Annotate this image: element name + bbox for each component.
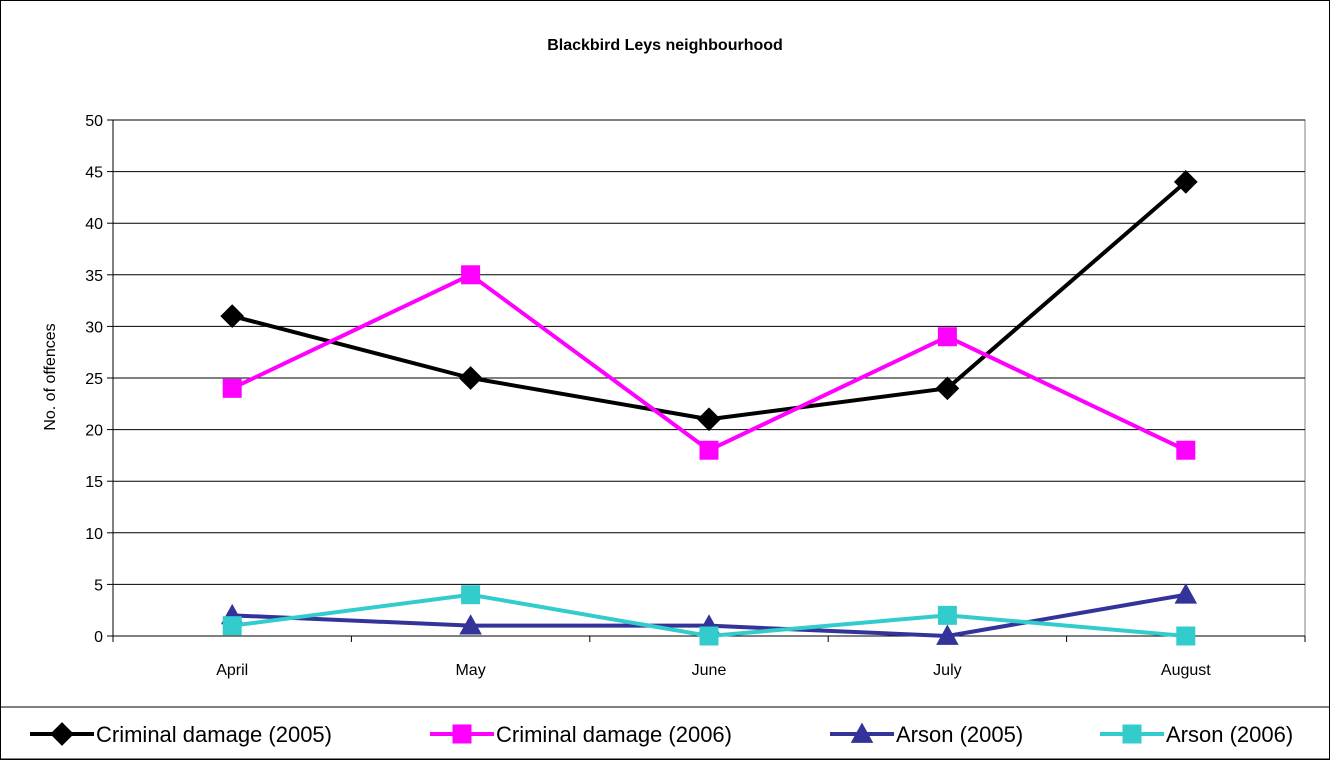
data-point xyxy=(699,440,719,460)
y-tick-label: 15 xyxy=(85,474,103,491)
gridlines xyxy=(113,119,1305,585)
legend-label: Arson (2005) xyxy=(896,722,1023,747)
data-point xyxy=(937,327,957,347)
data-point xyxy=(1174,583,1198,604)
legend-item: Criminal damage (2005) xyxy=(30,722,332,747)
y-axis-label: No. of offences xyxy=(42,323,59,430)
legend-marker xyxy=(850,722,874,743)
data-point xyxy=(1176,626,1196,646)
legend-item: Arson (2006) xyxy=(1100,722,1293,747)
x-tick-label: June xyxy=(692,662,727,679)
legend-marker xyxy=(1122,724,1142,744)
data-point xyxy=(935,376,960,401)
x-tick-label: July xyxy=(933,662,961,679)
y-tick-labels: 0 5 10 15 20 25 30 35 40 45 50 xyxy=(85,113,103,646)
legend: Criminal damage (2005) Criminal damage (2… xyxy=(30,722,1293,747)
data-point xyxy=(222,616,242,636)
data-point xyxy=(937,605,957,625)
chart-title: Blackbird Leys neighbourhood xyxy=(547,37,783,54)
y-tick-label: 45 xyxy=(85,165,103,182)
series-0 xyxy=(220,170,1198,432)
data-point xyxy=(220,304,245,328)
legend-label: Arson (2006) xyxy=(1166,722,1293,747)
x-tick-label: May xyxy=(455,662,485,679)
y-tick-label: 50 xyxy=(85,113,103,130)
y-tick-label: 40 xyxy=(85,216,103,233)
x-tick-labels: April May June July August xyxy=(216,662,1211,679)
series-3 xyxy=(222,585,1196,646)
data-point xyxy=(1173,170,1198,194)
series-group xyxy=(220,170,1198,646)
data-point xyxy=(697,407,721,432)
y-tick-label: 30 xyxy=(85,319,103,336)
y-tick-label: 10 xyxy=(85,526,103,543)
legend-item: Criminal damage (2006) xyxy=(430,722,732,747)
legend-marker xyxy=(50,722,74,746)
y-tick-label: 25 xyxy=(85,371,103,388)
data-point xyxy=(461,265,481,285)
y-tick-label: 35 xyxy=(85,268,103,285)
legend-marker xyxy=(452,724,472,744)
data-point xyxy=(699,626,719,646)
data-point xyxy=(458,366,483,390)
data-point xyxy=(1176,440,1196,460)
y-tick-label: 5 xyxy=(94,577,103,594)
x-tick-label: April xyxy=(216,662,248,679)
y-tick-label: 0 xyxy=(94,629,103,646)
data-point xyxy=(461,585,481,605)
x-tick-label: August xyxy=(1161,662,1211,679)
legend-item: Arson (2005) xyxy=(830,722,1023,747)
data-point xyxy=(459,614,482,635)
data-point xyxy=(222,378,242,398)
legend-label: Criminal damage (2005) xyxy=(96,722,332,747)
data-point xyxy=(936,624,959,645)
series-1 xyxy=(222,265,1196,460)
y-tick-label: 20 xyxy=(85,423,103,440)
legend-label: Criminal damage (2006) xyxy=(496,722,732,747)
